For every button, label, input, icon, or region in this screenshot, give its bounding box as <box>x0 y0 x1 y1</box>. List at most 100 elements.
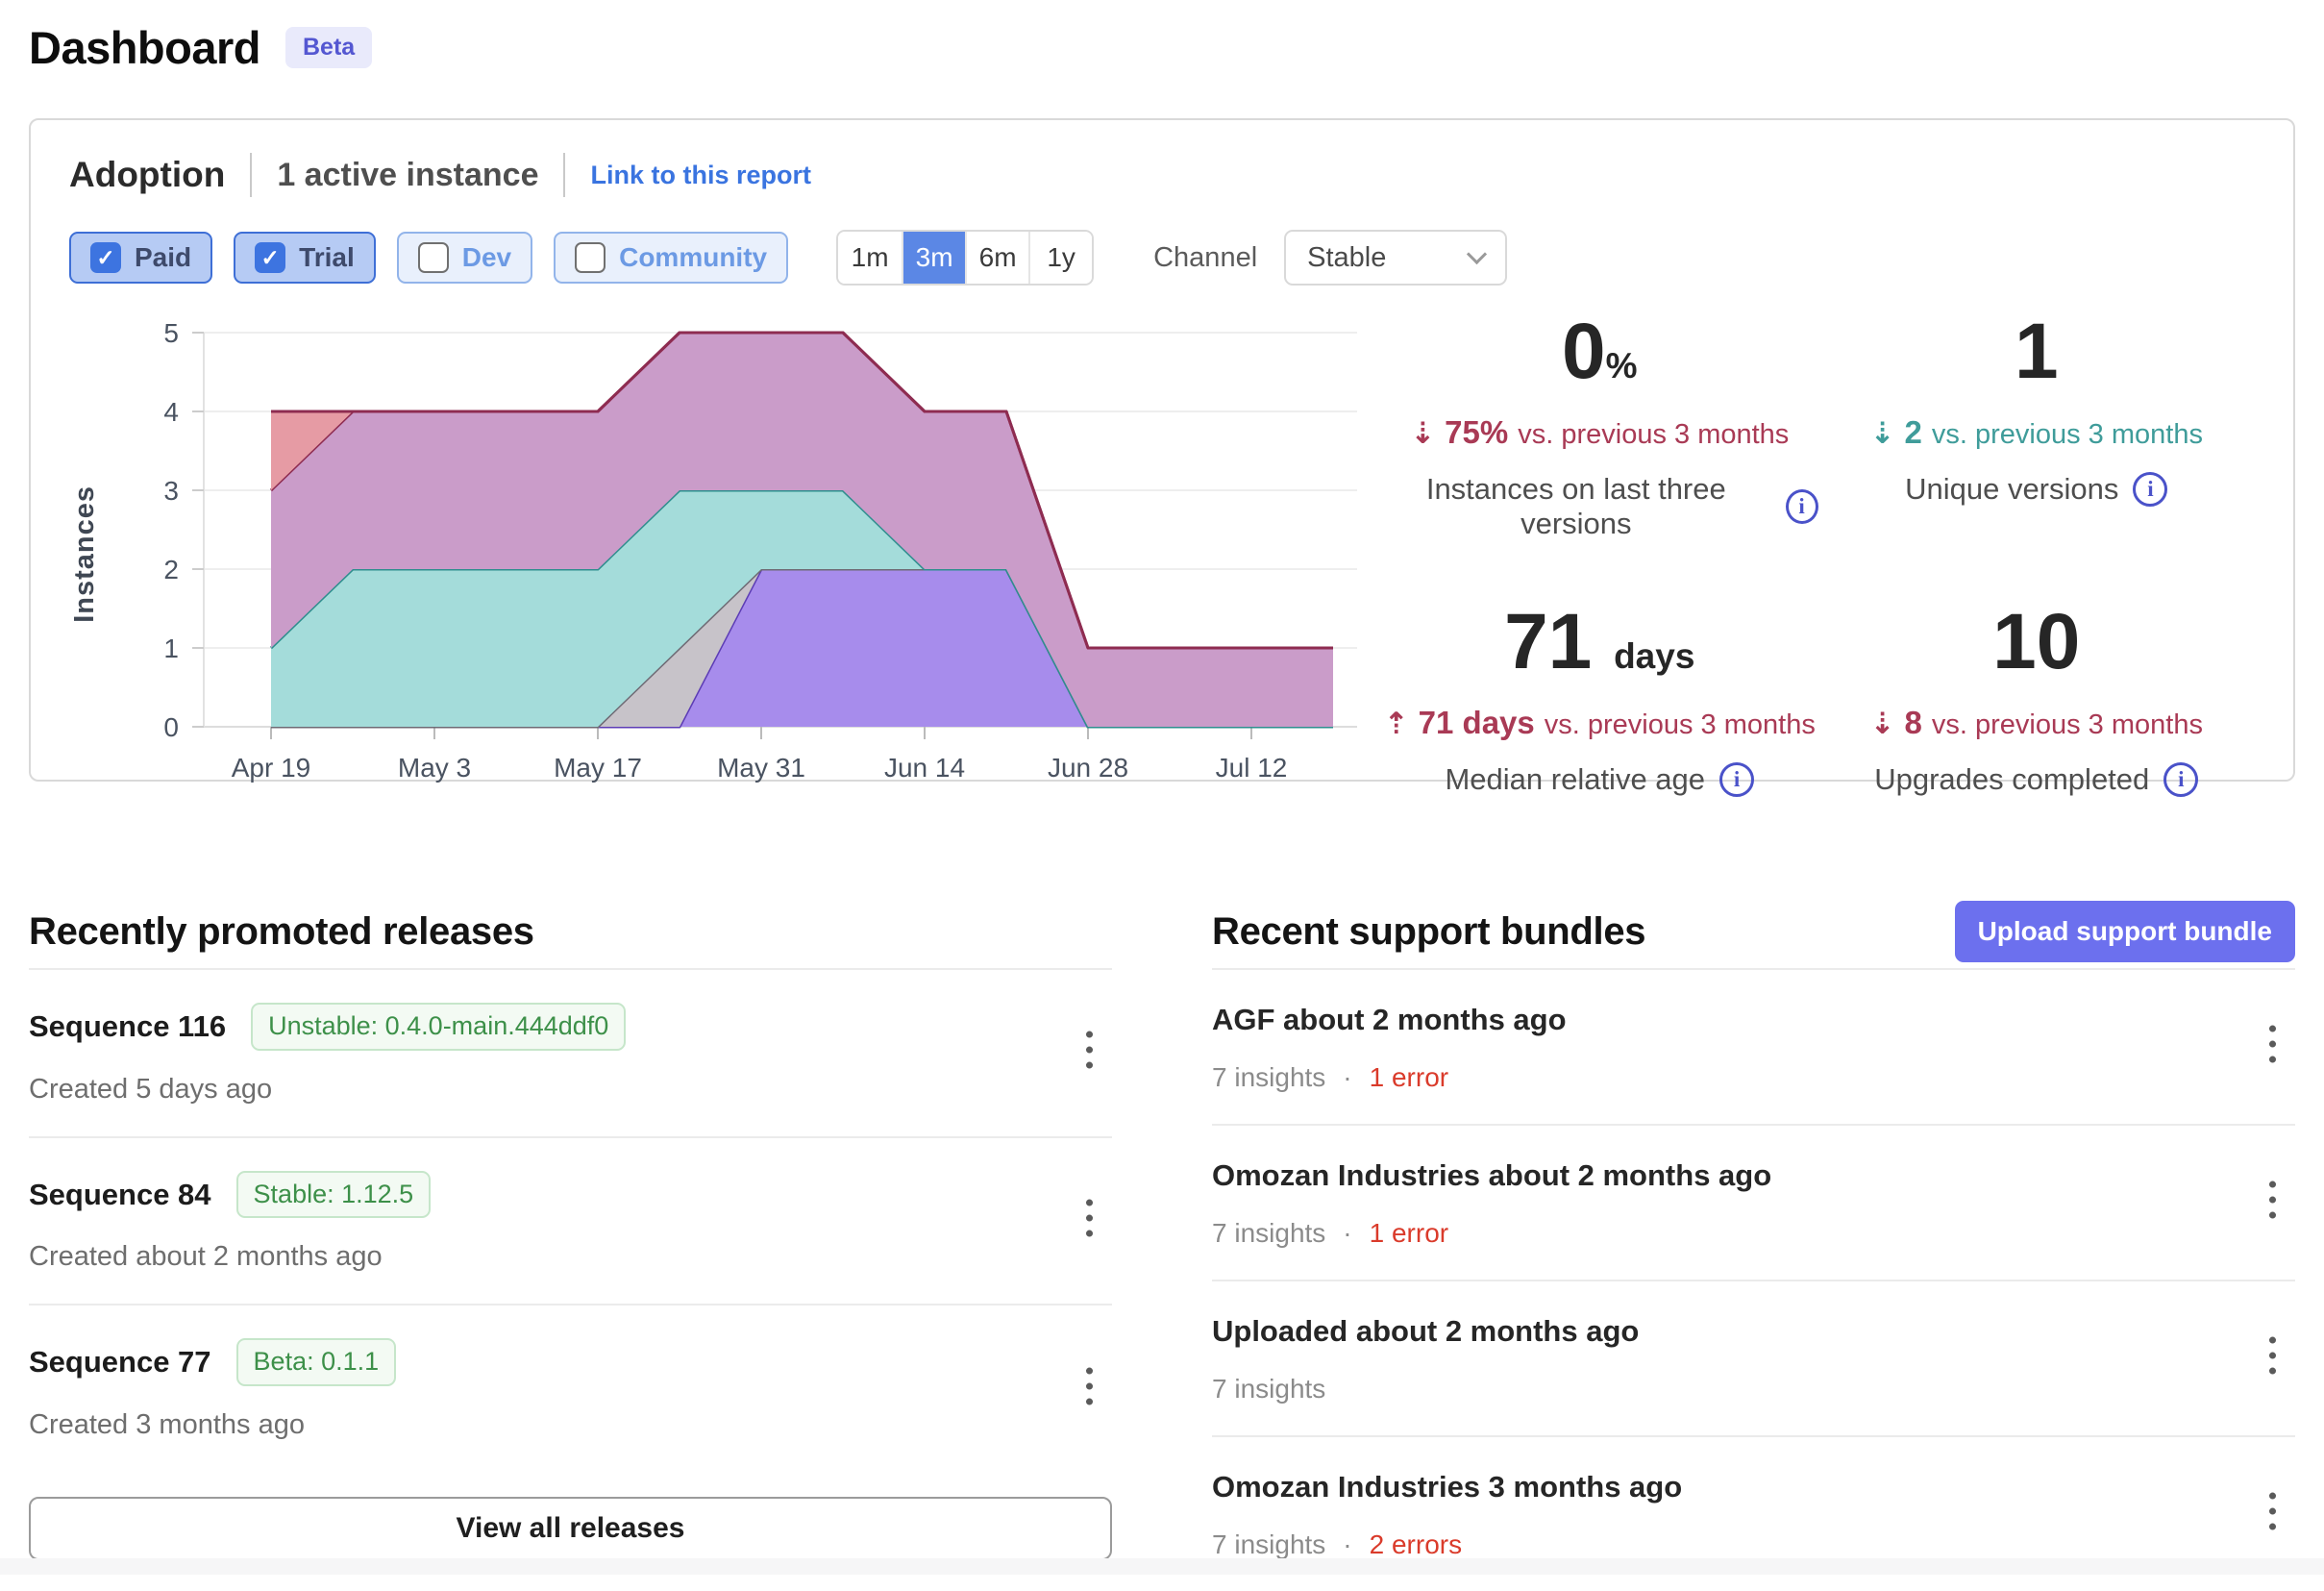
delta-suffix: vs. previous 3 months <box>1518 419 1790 450</box>
info-icon[interactable]: i <box>1719 762 1755 797</box>
time-range-segmented-control: 1m 3m 6m 1y <box>836 230 1095 286</box>
svg-text:May 31: May 31 <box>717 753 805 783</box>
bundle-title: AGF about 2 months ago <box>1212 1003 1567 1036</box>
bundle-insights: 7 insights <box>1212 1218 1326 1248</box>
svg-text:Jun 14: Jun 14 <box>884 753 965 783</box>
kebab-menu-icon[interactable] <box>1076 1190 1102 1247</box>
svg-text:Jul 12: Jul 12 <box>1216 753 1288 783</box>
stat-label: Upgrades completed <box>1874 762 2150 796</box>
filter-pill-paid[interactable]: ✓ Paid <box>69 232 213 284</box>
page-title: Dashboard <box>29 22 261 73</box>
release-row-sequence-84: Sequence 84 Stable: 1.12.5 Created about… <box>29 1135 1112 1305</box>
adoption-stats-grid: 0% ⇣ 75% vs. previous 3 months Instances… <box>1381 311 2255 797</box>
stat-upgrades-completed: 10 ⇣ 8 vs. previous 3 months Upgrades co… <box>1818 603 2256 797</box>
bundle-insights: 7 insights <box>1212 1529 1326 1559</box>
checked-checkbox-icon[interactable]: ✓ <box>90 242 121 273</box>
filter-pill-label: Trial <box>299 242 355 272</box>
meta-separator-dot: · <box>1343 1529 1352 1559</box>
unchecked-checkbox-icon[interactable] <box>417 242 449 273</box>
stat-label-row: Median relative age i <box>1381 762 1818 797</box>
chevron-down-icon <box>1467 243 1488 264</box>
bundles-heading: Recent support bundles <box>1212 909 1646 953</box>
down-dashed-arrow-icon: ⇣ <box>1410 416 1436 451</box>
filter-pill-label: Community <box>619 242 768 272</box>
release-name: Sequence 77 <box>29 1345 211 1380</box>
delta-suffix: vs. previous 3 months <box>1931 709 2203 740</box>
stat-median-relative-age: 71 days ⇡ 71 days vs. previous 3 months … <box>1381 603 1818 797</box>
range-option-3m-selected[interactable]: 3m <box>902 232 966 284</box>
kebab-menu-icon[interactable] <box>2260 1328 2286 1384</box>
adoption-card-header: Adoption 1 active instance Link to this … <box>69 153 2255 197</box>
link-to-report[interactable]: Link to this report <box>590 160 811 189</box>
bundle-row[interactable]: Omozan Industries about 2 months ago 7 i… <box>1212 1124 2295 1280</box>
adoption-area-chart[interactable]: 0 1 2 3 4 5 Apr 19 May 3 May 17 May 31 Jun 14 Jun 2… <box>103 318 1381 789</box>
bundle-row[interactable]: Uploaded about 2 months ago 7 insights <box>1212 1280 2295 1435</box>
delta-suffix: vs. previous 3 months <box>1931 419 2203 450</box>
filter-pill-community[interactable]: Community <box>554 232 789 284</box>
stat-label-row: Unique versions i <box>1818 472 2256 507</box>
info-icon[interactable]: i <box>2163 762 2199 797</box>
checked-checkbox-icon[interactable]: ✓ <box>255 242 286 273</box>
filter-pill-trial[interactable]: ✓ Trial <box>234 232 376 284</box>
bundle-insights: 7 insights <box>1212 1062 1326 1092</box>
page-header: Dashboard Beta <box>29 0 2295 74</box>
release-row-sequence-77: Sequence 77 Beta: 0.1.1 Created 3 months… <box>29 1304 1112 1472</box>
release-channel-badge: Beta: 0.1.1 <box>235 1338 397 1387</box>
bundle-title: Uploaded about 2 months ago <box>1212 1314 1640 1348</box>
view-all-releases-button[interactable]: View all releases <box>29 1497 1112 1561</box>
info-icon[interactable]: i <box>1785 489 1818 524</box>
adoption-card-body: Instances 0 1 2 3 4 5 Apr 19 May 3 May 17 May 31 J… <box>69 311 2255 797</box>
bundle-meta: 7 insights · 2 errors <box>1212 1529 2295 1560</box>
beta-badge: Beta <box>285 27 373 68</box>
svg-text:5: 5 <box>163 318 179 348</box>
svg-text:4: 4 <box>163 397 179 427</box>
bundle-row[interactable]: Omozan Industries 3 months ago 7 insight… <box>1212 1435 2295 1591</box>
stat-value: 1 <box>2014 308 2059 395</box>
kebab-menu-icon[interactable] <box>1076 1357 1102 1414</box>
meta-separator-dot: · <box>1343 1218 1352 1248</box>
info-icon[interactable]: i <box>2133 472 2168 507</box>
bundle-title: Omozan Industries 3 months ago <box>1212 1470 1683 1504</box>
stat-instances-last-three-versions: 0% ⇣ 75% vs. previous 3 months Instances… <box>1381 312 1818 541</box>
release-name: Sequence 116 <box>29 1008 227 1043</box>
release-created: Created 5 days ago <box>29 1073 273 1105</box>
stat-delta: ⇡ 71 days vs. previous 3 months <box>1381 705 1818 741</box>
adoption-title: Adoption <box>69 155 226 194</box>
lower-columns: Recently promoted releases Sequence 116 … <box>29 895 2295 1591</box>
upload-support-bundle-button[interactable]: Upload support bundle <box>1954 901 2295 962</box>
stat-delta: ⇣ 75% vs. previous 3 months <box>1381 414 1818 451</box>
releases-column: Recently promoted releases Sequence 116 … <box>29 895 1112 1591</box>
stat-label-row: Upgrades completed i <box>1818 762 2256 797</box>
range-option-1y[interactable]: 1y <box>1028 232 1093 284</box>
filter-pill-label: Dev <box>461 242 512 272</box>
svg-text:May 3: May 3 <box>398 753 471 783</box>
release-created: Created 3 months ago <box>29 1409 305 1441</box>
delta-value: 2 <box>1904 414 1922 450</box>
delta-value: 8 <box>1904 705 1922 740</box>
bundle-row[interactable]: AGF about 2 months ago 7 insights · 1 er… <box>1212 968 2295 1124</box>
filter-pill-dev[interactable]: Dev <box>396 232 533 284</box>
channel-select[interactable]: Stable <box>1284 230 1508 286</box>
kebab-menu-icon[interactable] <box>2260 1016 2286 1073</box>
release-title-row: Sequence 116 Unstable: 0.4.0-main.444ddf… <box>29 1003 1112 1051</box>
kebab-menu-icon[interactable] <box>2260 1483 2286 1540</box>
svg-text:May 17: May 17 <box>554 753 642 783</box>
release-channel-badge: Unstable: 0.4.0-main.444ddf0 <box>251 1003 627 1051</box>
meta-separator-dot: · <box>1343 1062 1352 1092</box>
delta-value: 75% <box>1445 414 1509 450</box>
bundle-meta: 7 insights · 1 error <box>1212 1218 2295 1249</box>
chart-area: Instances 0 1 2 3 4 5 Apr 19 May 3 May 17 May 31 J… <box>69 311 1381 797</box>
svg-text:0: 0 <box>163 712 179 742</box>
delta-value: 71 days <box>1418 705 1535 740</box>
unchecked-checkbox-icon[interactable] <box>575 242 606 273</box>
kebab-menu-icon[interactable] <box>2260 1172 2286 1229</box>
range-option-1m[interactable]: 1m <box>838 232 902 284</box>
release-row-sequence-116: Sequence 116 Unstable: 0.4.0-main.444ddf… <box>29 968 1112 1136</box>
bundle-title: Omozan Industries about 2 months ago <box>1212 1158 1772 1192</box>
stat-value: 71 days <box>1504 598 1695 685</box>
bundle-error-count: 1 error <box>1369 1062 1449 1092</box>
kebab-menu-icon[interactable] <box>1076 1022 1102 1079</box>
range-option-6m[interactable]: 6m <box>965 232 1029 284</box>
channel-label: Channel <box>1153 241 1258 273</box>
